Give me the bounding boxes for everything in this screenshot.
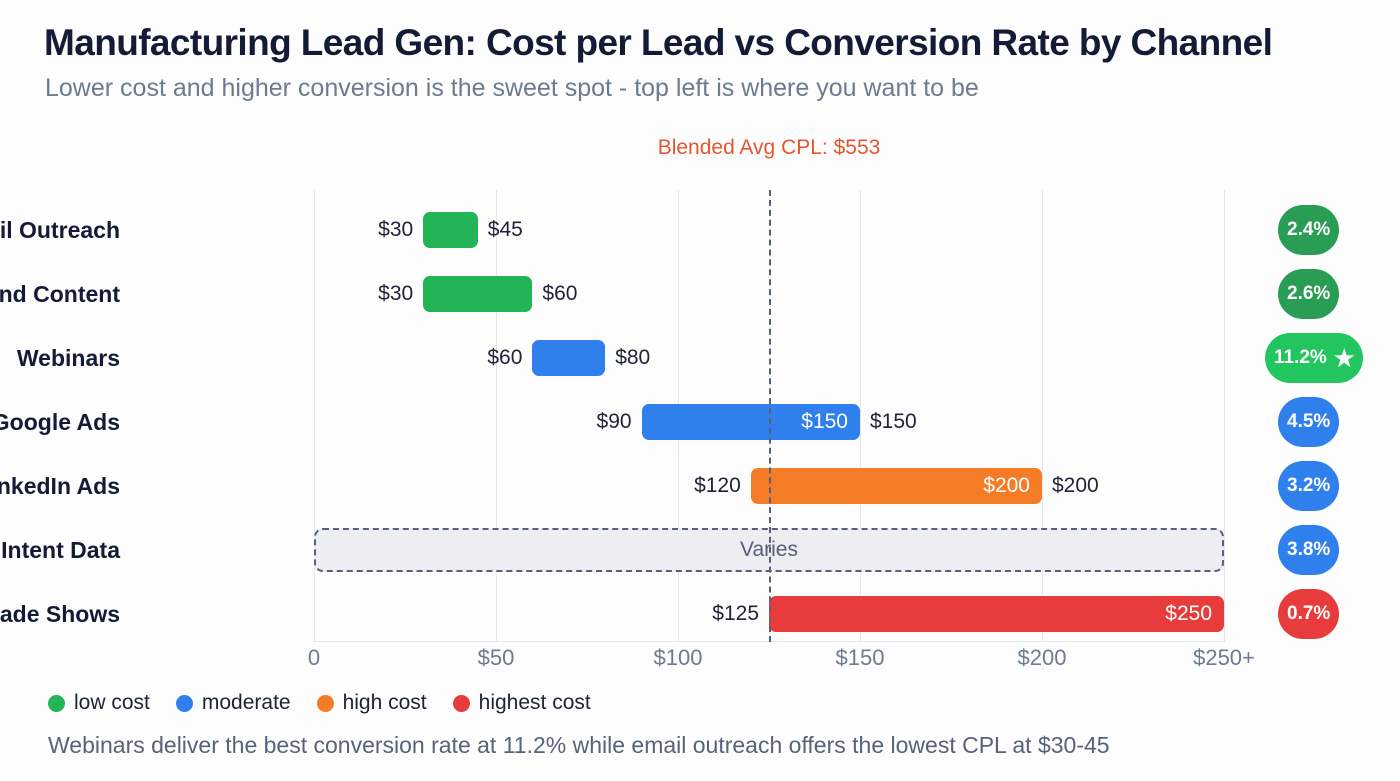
- category-label-google-ads: Google Ads: [0, 409, 120, 435]
- bar-high-value-label: $60: [542, 282, 578, 305]
- chart-subtitle: Lower cost and higher conversion is the …: [45, 74, 979, 102]
- range-bar[interactable]: [423, 276, 533, 312]
- bar-row[interactable]: Google Ads $150 $90 $150: [0, 390, 1224, 454]
- bar-low-value-label: $120: [694, 474, 741, 497]
- plot-area: Email Outreach $30 $45 SEO and Content $30 $6…: [0, 190, 1225, 642]
- conversion-rate-value: 3.8%: [1287, 539, 1331, 560]
- avg-cpl-reference-line: [769, 190, 771, 642]
- page-title: Manufacturing Lead Gen: Cost per Lead vs…: [44, 22, 1273, 63]
- bar-row[interactable]: LinkedIn Ads $200 $120 $200: [0, 454, 1224, 518]
- category-label-email-outreach: Email Outreach: [0, 217, 120, 243]
- category-label-webinars: Webinars: [16, 345, 120, 371]
- legend-item[interactable]: high cost: [316, 691, 427, 715]
- conversion-rate-badge[interactable]: 2.6%: [1278, 269, 1340, 319]
- category-label-seo-and-content: SEO and Content: [0, 281, 120, 307]
- bar-row[interactable]: Trade Shows $250 $125: [0, 582, 1224, 646]
- conversion-rate-value: 0.7%: [1287, 603, 1331, 624]
- conversion-rate-badge[interactable]: 0.7%: [1278, 589, 1340, 639]
- x-tick-label: $50: [477, 645, 515, 670]
- conversion-rate-badge[interactable]: 4.5%: [1278, 397, 1340, 447]
- legend-item[interactable]: moderate: [175, 691, 291, 715]
- conversion-rate-badge[interactable]: 11.2% ★: [1265, 333, 1364, 383]
- bar-row[interactable]: SEO and Content $30 $60: [0, 262, 1224, 326]
- range-bar[interactable]: $150: [641, 404, 860, 440]
- range-bar[interactable]: [423, 212, 478, 248]
- legend-color-swatch-icon: [316, 694, 334, 712]
- range-bar[interactable]: $200: [750, 468, 1042, 504]
- legend-color-swatch-icon: [48, 694, 65, 712]
- gridline-50: [496, 190, 497, 642]
- bar-low-value-label: $30: [378, 282, 414, 305]
- bar-row[interactable]: Email Outreach $30 $45: [0, 198, 1224, 262]
- x-tick-label: $200: [1017, 645, 1067, 670]
- legend-color-swatch-icon: [175, 694, 193, 712]
- x-tick-label: $250+: [1193, 645, 1255, 670]
- legend-label: moderate: [201, 691, 291, 714]
- gridline-150: [860, 190, 861, 642]
- conversion-rate-value: 11.2%: [1274, 347, 1327, 368]
- legend-color-swatch-icon: [452, 694, 470, 712]
- chart-caption: Webinars deliver the best conversion rat…: [48, 732, 1110, 758]
- legend-label: highest cost: [478, 691, 591, 714]
- conversion-rate-badge[interactable]: 3.2%: [1278, 461, 1340, 511]
- bar-high-value-label: $45: [487, 218, 523, 241]
- bar-high-value-label: $80: [615, 346, 651, 369]
- gridline-0: [314, 190, 315, 642]
- bar-high-value-label: $150: [870, 410, 917, 433]
- range-bar[interactable]: $250: [769, 596, 1224, 632]
- avg-cpl-annotation-label: Blended Avg CPL: $553: [657, 136, 881, 159]
- gridline-250: [1224, 190, 1225, 642]
- range-bar[interactable]: [532, 340, 606, 376]
- bar-low-value-label: $125: [712, 602, 759, 625]
- bar-inner-value-label: $250: [1165, 602, 1212, 625]
- legend-label: low cost: [74, 691, 150, 714]
- x-tick-label: 0: [307, 645, 321, 670]
- legend-item[interactable]: low cost: [48, 691, 150, 715]
- conversion-rate-badge[interactable]: 2.4%: [1278, 205, 1340, 255]
- category-label-abm-and-intent-data: ABM and Intent Data: [0, 537, 120, 563]
- x-tick-label: $150: [835, 645, 885, 670]
- bar-low-value-label: $90: [596, 410, 632, 433]
- bar-low-value-label: $30: [378, 218, 414, 241]
- category-label-linkedin-ads: LinkedIn Ads: [0, 473, 120, 499]
- x-tick-label: $100: [653, 645, 703, 670]
- conversion-rate-value: 2.6%: [1287, 283, 1331, 304]
- legend-label: high cost: [342, 691, 427, 714]
- legend: low cost moderate high cost highest cost: [48, 691, 591, 715]
- gridline-200: [1042, 190, 1043, 642]
- conversion-rate-badge[interactable]: 3.8%: [1278, 525, 1340, 575]
- legend-item[interactable]: highest cost: [452, 691, 591, 715]
- bar-row[interactable]: Webinars $60 $80: [17, 326, 1224, 390]
- bar-high-value-label: $200: [1052, 474, 1099, 497]
- star-icon: ★: [1333, 344, 1355, 371]
- conversion-rate-value: 3.2%: [1287, 475, 1331, 496]
- bar-inner-value-label: $200: [983, 474, 1030, 497]
- category-label-trade-shows: Trade Shows: [0, 601, 120, 627]
- bar-low-value-label: $60: [487, 346, 523, 369]
- bar-inner-value-label: $150: [801, 410, 848, 433]
- conversion-rate-value: 2.4%: [1287, 219, 1331, 240]
- conversion-rate-value: 4.5%: [1287, 411, 1331, 432]
